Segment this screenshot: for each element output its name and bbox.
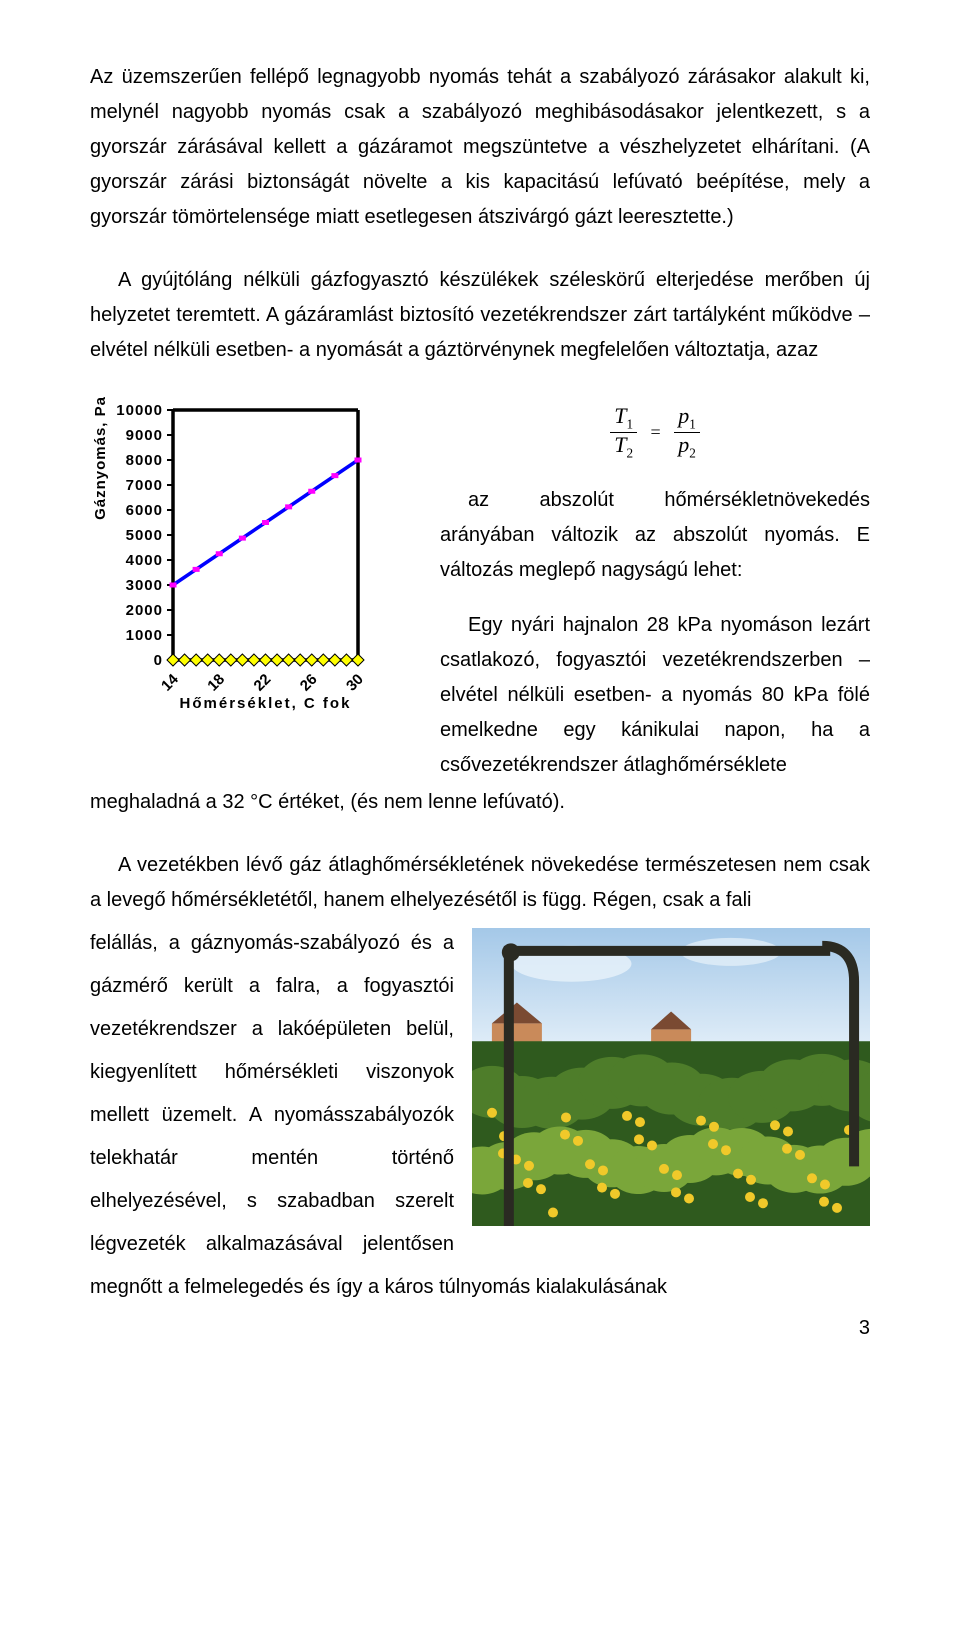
- T1-sub: 1: [626, 416, 633, 431]
- svg-text:22: 22: [251, 671, 275, 695]
- side-paragraph-2: Egy nyári hajnalon 28 kPa nyomáson lezár…: [440, 608, 870, 783]
- gas-law-formula: T1 T2 = p1 p2: [440, 404, 870, 461]
- svg-text:0: 0: [154, 652, 163, 669]
- side-paragraph-1: az abszolút hőmérsékletnövekedés arányáb…: [440, 483, 870, 588]
- equals-sign: =: [651, 417, 661, 449]
- svg-text:14: 14: [158, 670, 182, 694]
- svg-text:4000: 4000: [126, 552, 163, 569]
- svg-text:18: 18: [204, 671, 228, 695]
- chart-column: Gáznyomás, Pa 0 1000 2000 3000 4000 5000 6000 7…: [90, 396, 420, 736]
- T1-var: T: [614, 403, 626, 428]
- chart-and-text-row: Gáznyomás, Pa 0 1000 2000 3000 4000 5000 6000 7…: [90, 396, 870, 783]
- svg-text:8000: 8000: [126, 452, 163, 469]
- svg-text:1000: 1000: [126, 627, 163, 644]
- svg-text:7000: 7000: [126, 477, 163, 494]
- svg-text:6000: 6000: [126, 502, 163, 519]
- paragraph-1: Az üzemszerűen fellépő legnagyobb nyomás…: [90, 60, 870, 235]
- svg-text:30: 30: [343, 671, 367, 695]
- continuation-line: meghaladná a 32 °C értéket, (és nem lenn…: [90, 785, 870, 820]
- page-number: 3: [90, 1317, 870, 1340]
- T2-sub: 2: [626, 445, 633, 460]
- side-text-column: T1 T2 = p1 p2 az abszolút hőmérsékletnöv…: [440, 396, 870, 783]
- paragraph-3-lead: A vezetékben lévő gáz átlaghőmérsékletén…: [90, 848, 870, 918]
- svg-text:9000: 9000: [126, 427, 163, 444]
- paragraph-2: A gyújtóláng nélküli gázfogyasztó készül…: [90, 263, 870, 368]
- p2-sub: 2: [689, 445, 696, 460]
- svg-text:10000: 10000: [116, 402, 163, 419]
- chart-wrapper: Gáznyomás, Pa 0 1000 2000 3000 4000 5000 6000 7…: [90, 396, 420, 736]
- svg-text:26: 26: [297, 671, 321, 695]
- p1-var: p: [678, 403, 689, 428]
- T2-var: T: [614, 432, 626, 457]
- svg-text:3000: 3000: [126, 577, 163, 594]
- chart-y-axis-label: Gáznyomás, Pa: [90, 396, 109, 610]
- fraction-T: T1 T2: [610, 404, 637, 461]
- svg-text:2000: 2000: [126, 602, 163, 619]
- p2-var: p: [678, 432, 689, 457]
- document-page: Az üzemszerűen fellépő legnagyobb nyomás…: [0, 0, 960, 1380]
- fraction-p: p1 p2: [674, 404, 700, 461]
- photo-text-row: felállás, a gáznyomás-szabályozó és a gá…: [90, 922, 870, 1309]
- garden-pipe-photo: [472, 928, 870, 1226]
- svg-text:5000: 5000: [126, 527, 163, 544]
- p1-sub: 1: [689, 416, 696, 431]
- svg-text:Hőmérséklet, C fok: Hőmérséklet, C fok: [180, 695, 352, 712]
- pressure-chart: 0 1000 2000 3000 4000 5000 6000 7000 8000 9000 100…: [109, 396, 409, 736]
